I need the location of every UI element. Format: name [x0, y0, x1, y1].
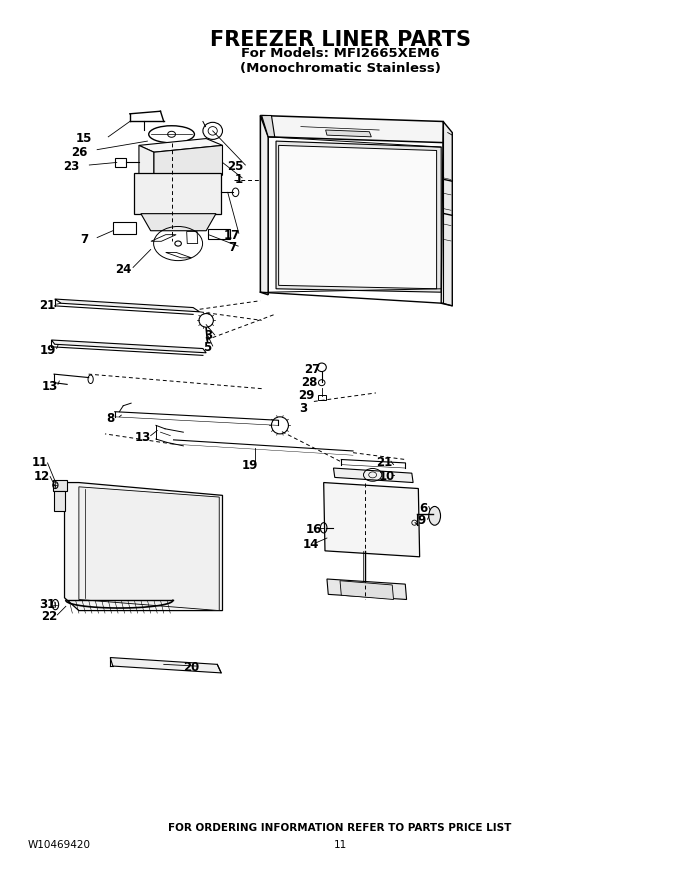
Text: (Monochromatic Stainless): (Monochromatic Stainless)	[239, 62, 441, 75]
Text: 15: 15	[76, 132, 92, 145]
Text: 6: 6	[420, 502, 428, 515]
Text: W10469420: W10469420	[28, 840, 91, 850]
Text: 13: 13	[41, 379, 58, 392]
Text: 26: 26	[71, 146, 87, 158]
Text: 9: 9	[418, 515, 426, 527]
Polygon shape	[324, 482, 420, 557]
Ellipse shape	[429, 507, 441, 525]
Polygon shape	[327, 579, 407, 599]
Text: 31: 31	[39, 598, 56, 611]
Text: 10: 10	[379, 470, 395, 483]
Text: 3: 3	[204, 329, 212, 342]
Polygon shape	[65, 482, 222, 611]
Text: 22: 22	[41, 610, 58, 623]
Text: 19: 19	[241, 459, 258, 472]
Text: 23: 23	[63, 160, 79, 173]
Text: 13: 13	[135, 431, 151, 444]
Text: 21: 21	[376, 457, 392, 469]
Polygon shape	[441, 121, 452, 306]
Polygon shape	[135, 172, 221, 214]
Text: 11: 11	[333, 840, 347, 850]
Text: 5: 5	[203, 341, 211, 354]
Text: 3: 3	[299, 402, 307, 414]
Polygon shape	[260, 115, 449, 143]
Text: 8: 8	[106, 412, 114, 425]
Polygon shape	[110, 657, 221, 673]
Polygon shape	[141, 214, 216, 231]
Polygon shape	[139, 145, 154, 181]
Text: 25: 25	[227, 160, 243, 173]
Text: 24: 24	[115, 262, 131, 275]
Text: FOR ORDERING INFORMATION REFER TO PARTS PRICE LIST: FOR ORDERING INFORMATION REFER TO PARTS …	[169, 824, 511, 833]
Polygon shape	[333, 468, 413, 482]
Polygon shape	[276, 141, 441, 292]
Polygon shape	[279, 145, 437, 289]
Polygon shape	[262, 115, 275, 136]
Text: 20: 20	[183, 661, 199, 674]
Text: 29: 29	[298, 389, 314, 402]
Polygon shape	[54, 491, 65, 510]
Text: 11: 11	[31, 457, 48, 469]
Polygon shape	[53, 480, 67, 491]
Polygon shape	[54, 299, 200, 312]
Text: 7: 7	[80, 233, 88, 246]
Polygon shape	[154, 145, 222, 181]
Polygon shape	[326, 130, 371, 136]
Text: For Models: MFI2665XEM6: For Models: MFI2665XEM6	[241, 48, 439, 60]
Text: 19: 19	[39, 344, 56, 356]
Text: 17: 17	[224, 229, 241, 241]
Text: 27: 27	[305, 363, 321, 376]
Text: 12: 12	[33, 470, 50, 483]
Text: 7: 7	[228, 241, 237, 254]
Polygon shape	[52, 340, 206, 353]
Text: 16: 16	[306, 523, 322, 536]
Text: 28: 28	[301, 376, 318, 389]
Text: FREEZER LINER PARTS: FREEZER LINER PARTS	[209, 30, 471, 50]
Polygon shape	[79, 487, 219, 611]
Polygon shape	[260, 115, 268, 295]
Text: 21: 21	[39, 299, 56, 312]
Polygon shape	[340, 581, 394, 599]
Polygon shape	[139, 138, 222, 152]
Text: 1: 1	[235, 173, 243, 186]
Text: 14: 14	[303, 539, 319, 552]
